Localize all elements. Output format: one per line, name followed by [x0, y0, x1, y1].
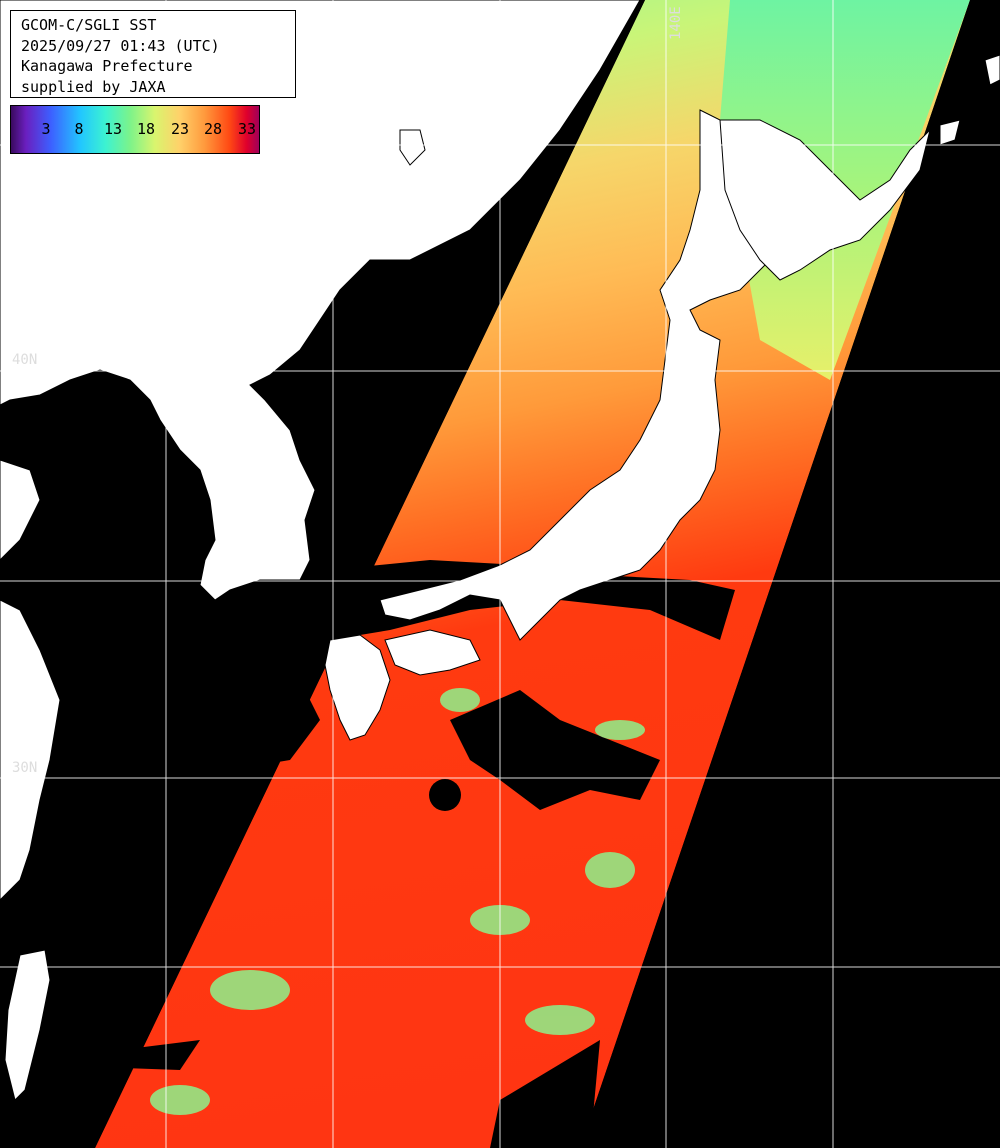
china-coast — [0, 459, 41, 561]
hokkaido — [719, 119, 931, 281]
product-title: GCOM-C/SGLI SST — [21, 16, 157, 34]
region-name: Kanagawa Prefecture — [21, 57, 193, 75]
shikoku — [384, 629, 481, 676]
lat-label-40n: 40N — [12, 352, 38, 368]
cool-patches — [150, 688, 645, 1115]
legend-tick: 13 — [103, 120, 123, 138]
legend-tick: 28 — [203, 120, 223, 138]
legend-tick: 3 — [41, 120, 51, 138]
info-box: GCOM-C/SGLI SST 2025/09/27 01:43 (UTC) K… — [10, 10, 296, 98]
legend-tick: 18 — [136, 120, 156, 138]
lat-label-30n: 30N — [12, 760, 38, 776]
observation-time: 2025/09/27 01:43 (UTC) — [21, 36, 220, 55]
legend-tick: 23 — [170, 120, 190, 138]
legend-tick: 33 — [237, 120, 257, 138]
supplier-credit: supplied by JAXA — [21, 77, 166, 96]
lon-label-140e: 140E — [668, 6, 684, 40]
legend-tick: 8 — [74, 120, 84, 138]
sst-color-legend: 3 8 13 18 23 28 33 — [10, 105, 260, 154]
taiwan — [4, 949, 51, 1101]
kyushu — [324, 634, 391, 741]
honshu — [379, 109, 791, 641]
